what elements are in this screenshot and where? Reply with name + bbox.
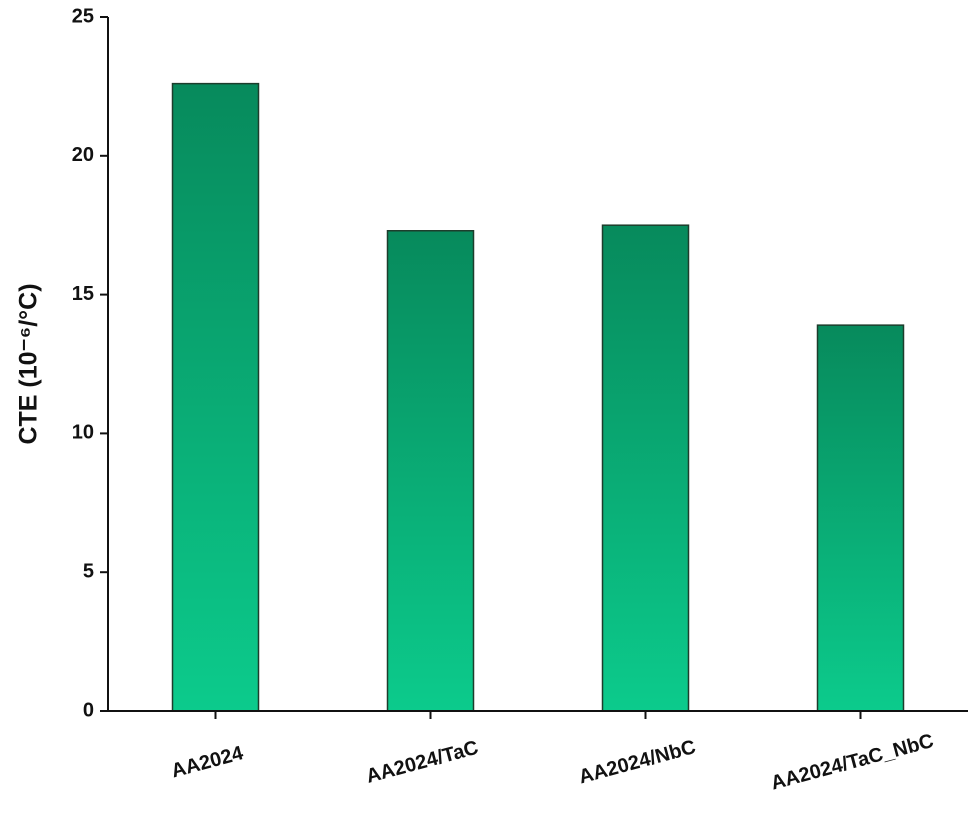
y-tick-label: 20 — [72, 144, 94, 166]
x-tick-label: AA2024/TaC — [364, 737, 481, 788]
y-tick-label: 5 — [83, 560, 94, 582]
bar — [386, 230, 475, 712]
y-tick-label: 10 — [72, 422, 94, 444]
bar — [601, 224, 690, 712]
y-tick-label: 15 — [72, 283, 94, 305]
y-axis-label: CTE (10⁻⁶/°C) — [15, 283, 43, 444]
bar — [171, 82, 260, 712]
bar — [816, 324, 905, 712]
x-tick-label: AA2024 — [169, 742, 246, 782]
x-tick-label: AA2024/TaC_NbC — [769, 730, 936, 795]
x-tick-label: AA2024/NbC — [576, 736, 698, 788]
y-tick-label: 0 — [83, 699, 94, 721]
y-tick-label: 25 — [72, 5, 94, 27]
